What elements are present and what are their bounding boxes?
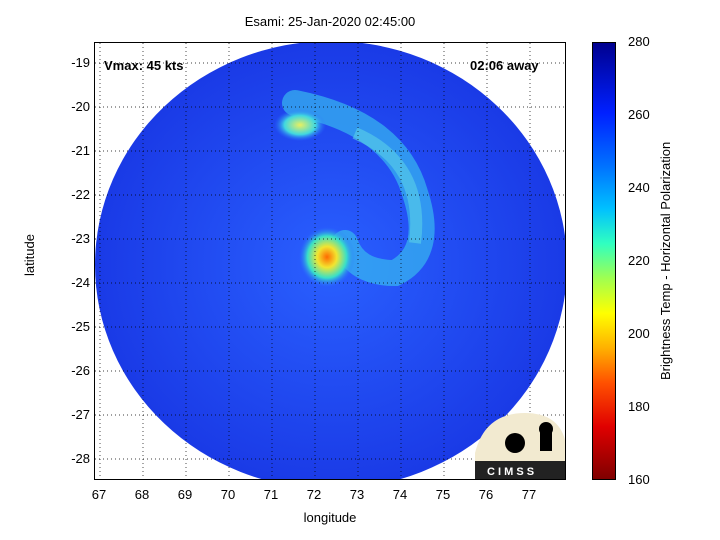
microwave-image: C I M S S [95, 43, 565, 479]
y-tick-label: -19 [71, 55, 90, 70]
map-plot-area: C I M S S [94, 42, 566, 480]
y-tick-label: -28 [71, 451, 90, 466]
storm-core [299, 227, 355, 287]
grid-lines [95, 43, 565, 479]
colorbar-tick: 220 [628, 253, 650, 268]
x-tick-label: 70 [220, 487, 236, 502]
satellite-dish-icon [505, 433, 525, 453]
x-tick-label: 73 [349, 487, 365, 502]
colorbar-label: Brightness Temp - Horizontal Polarizatio… [658, 141, 673, 380]
x-tick-label: 72 [306, 487, 322, 502]
colorbar-tick: 280 [628, 34, 650, 49]
plot-title: Esami: 25-Jan-2020 02:45:00 [244, 14, 416, 29]
colorbar-tick: 260 [628, 107, 650, 122]
x-tick-label: 76 [478, 487, 494, 502]
y-tick-label: -24 [71, 275, 90, 290]
colorbar-tick: 240 [628, 180, 650, 195]
x-tick-label: 75 [435, 487, 451, 502]
y-tick-label: -21 [71, 143, 90, 158]
svg-text:C I M S S: C I M S S [487, 466, 534, 478]
colorbar [592, 42, 616, 480]
y-tick-label: -22 [71, 187, 90, 202]
y-tick-label: -26 [71, 363, 90, 378]
y-tick-label: -23 [71, 231, 90, 246]
x-tick-label: 74 [392, 487, 408, 502]
x-tick-label: 67 [91, 487, 107, 502]
y-tick-label: -25 [71, 319, 90, 334]
x-tick-label: 69 [177, 487, 193, 502]
x-axis-label: longitude [303, 510, 357, 525]
time-label: 02:06 away [470, 58, 539, 73]
y-tick-label: -20 [71, 99, 90, 114]
water-tower-icon [539, 422, 553, 436]
cimss-logo: C I M S S [475, 413, 565, 479]
convective-cell [274, 109, 326, 141]
x-tick-label: 77 [521, 487, 537, 502]
colorbar-tick: 160 [628, 472, 650, 487]
x-tick-label: 68 [134, 487, 150, 502]
y-tick-label: -27 [71, 407, 90, 422]
y-axis-label: latitude [22, 234, 37, 276]
vmax-label: Vmax: 45 kts [104, 58, 184, 73]
rain-band-outer [352, 127, 423, 244]
x-tick-label: 71 [263, 487, 279, 502]
colorbar-tick: 180 [628, 399, 650, 414]
colorbar-tick: 200 [628, 326, 650, 341]
